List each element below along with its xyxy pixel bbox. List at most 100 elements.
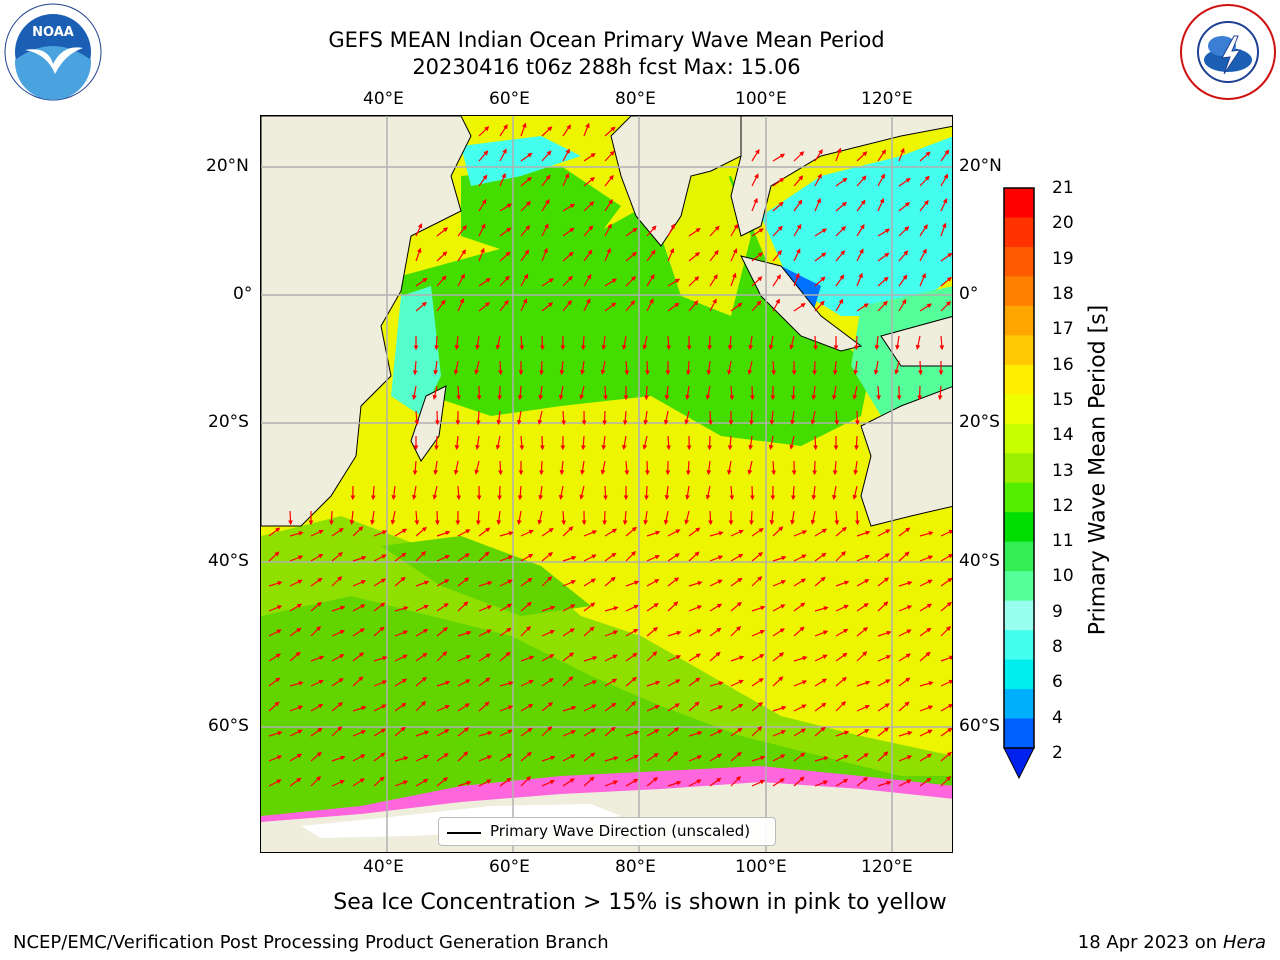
wave-arrow (772, 201, 784, 212)
wave-arrow (813, 435, 818, 451)
wave-arrow (583, 776, 595, 787)
wave-arrow (940, 751, 952, 762)
wave-arrow (772, 652, 785, 662)
wave-arrow (812, 360, 818, 376)
wave-arrow (496, 410, 502, 426)
legend-line-swatch (447, 832, 481, 834)
wave-arrow (688, 653, 702, 662)
colorbar-outline (1003, 187, 1035, 749)
wave-arrow (877, 655, 892, 662)
wave-arrow (793, 578, 807, 587)
wave-arrow (688, 228, 701, 237)
colorbar-swatch (1004, 453, 1034, 484)
wave-arrow (478, 677, 491, 687)
wave-arrow (709, 705, 724, 712)
wave-arrow (730, 272, 737, 287)
wave-arrow (898, 147, 905, 162)
wave-arrow (877, 173, 885, 187)
wave-arrow (562, 652, 575, 662)
wave-arrow (709, 603, 723, 612)
wave-arrow (730, 679, 744, 687)
wave-arrow (559, 460, 565, 476)
wave-arrow (814, 678, 828, 687)
wave-arrow (835, 177, 848, 187)
wave-arrow (810, 510, 816, 525)
wave-arrow (789, 435, 795, 450)
wave-arrow (394, 756, 409, 762)
wave-arrow (937, 385, 943, 401)
wave-arrow (331, 702, 344, 712)
colorbar-tick-label: 2 (1052, 743, 1063, 763)
wave-arrow (268, 551, 280, 562)
wave-arrow (919, 681, 934, 687)
wave-arrow (793, 776, 805, 787)
wave-arrow (604, 528, 618, 537)
wave-arrow (772, 274, 781, 287)
wave-arrow (940, 775, 952, 787)
wave-arrow (603, 485, 608, 501)
wave-arrow (749, 410, 754, 426)
wave-arrow (310, 601, 322, 612)
wave-arrow (772, 555, 787, 562)
wave-arrow (709, 579, 723, 587)
wave-arrow (432, 485, 438, 500)
wave-arrow (520, 601, 532, 612)
wave-arrow (625, 300, 636, 312)
wave-arrow (415, 277, 428, 287)
wave-arrow (730, 248, 738, 262)
wave-arrow (478, 150, 489, 162)
lon-label-top-60E: 60°E (489, 89, 530, 109)
wave-arrow (478, 223, 486, 237)
wave-arrow (499, 753, 513, 762)
wave-arrow (434, 510, 440, 526)
wave-arrow (331, 629, 345, 637)
wave-arrow (600, 460, 606, 475)
wave-arrow (331, 726, 343, 737)
wave-arrow (856, 603, 869, 612)
colorbar-swatch (1004, 630, 1034, 661)
wave-arrow (412, 360, 418, 376)
colorbar-swatch (1004, 188, 1034, 218)
wave-arrow (268, 755, 283, 762)
wave-arrow (940, 601, 952, 612)
wave-arrow (436, 680, 451, 687)
wave-arrow (520, 655, 535, 662)
wave-arrow (495, 335, 501, 350)
wave-arrow (832, 360, 838, 376)
wave-arrow (562, 203, 576, 212)
wave-arrow (539, 435, 545, 451)
wave-arrow (856, 175, 867, 187)
wave-arrow (457, 703, 470, 712)
wave-arrow (709, 225, 720, 237)
wave-arrow (667, 655, 682, 662)
wave-arrow (856, 777, 869, 787)
wave-arrow (772, 580, 787, 587)
wave-arrow (730, 751, 742, 762)
wave-arrow (331, 654, 345, 662)
lat-label-right-40S: 40°S (959, 551, 1000, 571)
wave-arrow (730, 655, 745, 662)
wave-arrow (709, 651, 721, 662)
colorbar-tick-label: 10 (1052, 566, 1074, 587)
wave-arrow (705, 485, 711, 500)
wave-arrow (520, 122, 527, 137)
lat-label-right-20N: 20°N (959, 156, 1002, 176)
wave-arrow (811, 485, 817, 501)
wave-arrow (453, 460, 459, 475)
wave-arrow (856, 753, 869, 762)
wave-arrow (499, 299, 509, 312)
wave-arrow (877, 198, 885, 212)
lon-label-bottom-120E: 120°E (861, 857, 913, 877)
wave-arrow (877, 529, 891, 537)
wave-arrow (370, 485, 376, 501)
wave-arrow (415, 628, 429, 637)
wave-arrow (415, 652, 428, 662)
wave-arrow (625, 754, 639, 762)
wave-arrow (268, 653, 282, 662)
wave-arrow (457, 553, 470, 562)
wave-arrow (772, 177, 785, 187)
wave-arrow (876, 385, 882, 401)
wave-arrow (917, 385, 923, 401)
wave-arrow (289, 681, 304, 687)
wave-arrow (730, 223, 739, 237)
